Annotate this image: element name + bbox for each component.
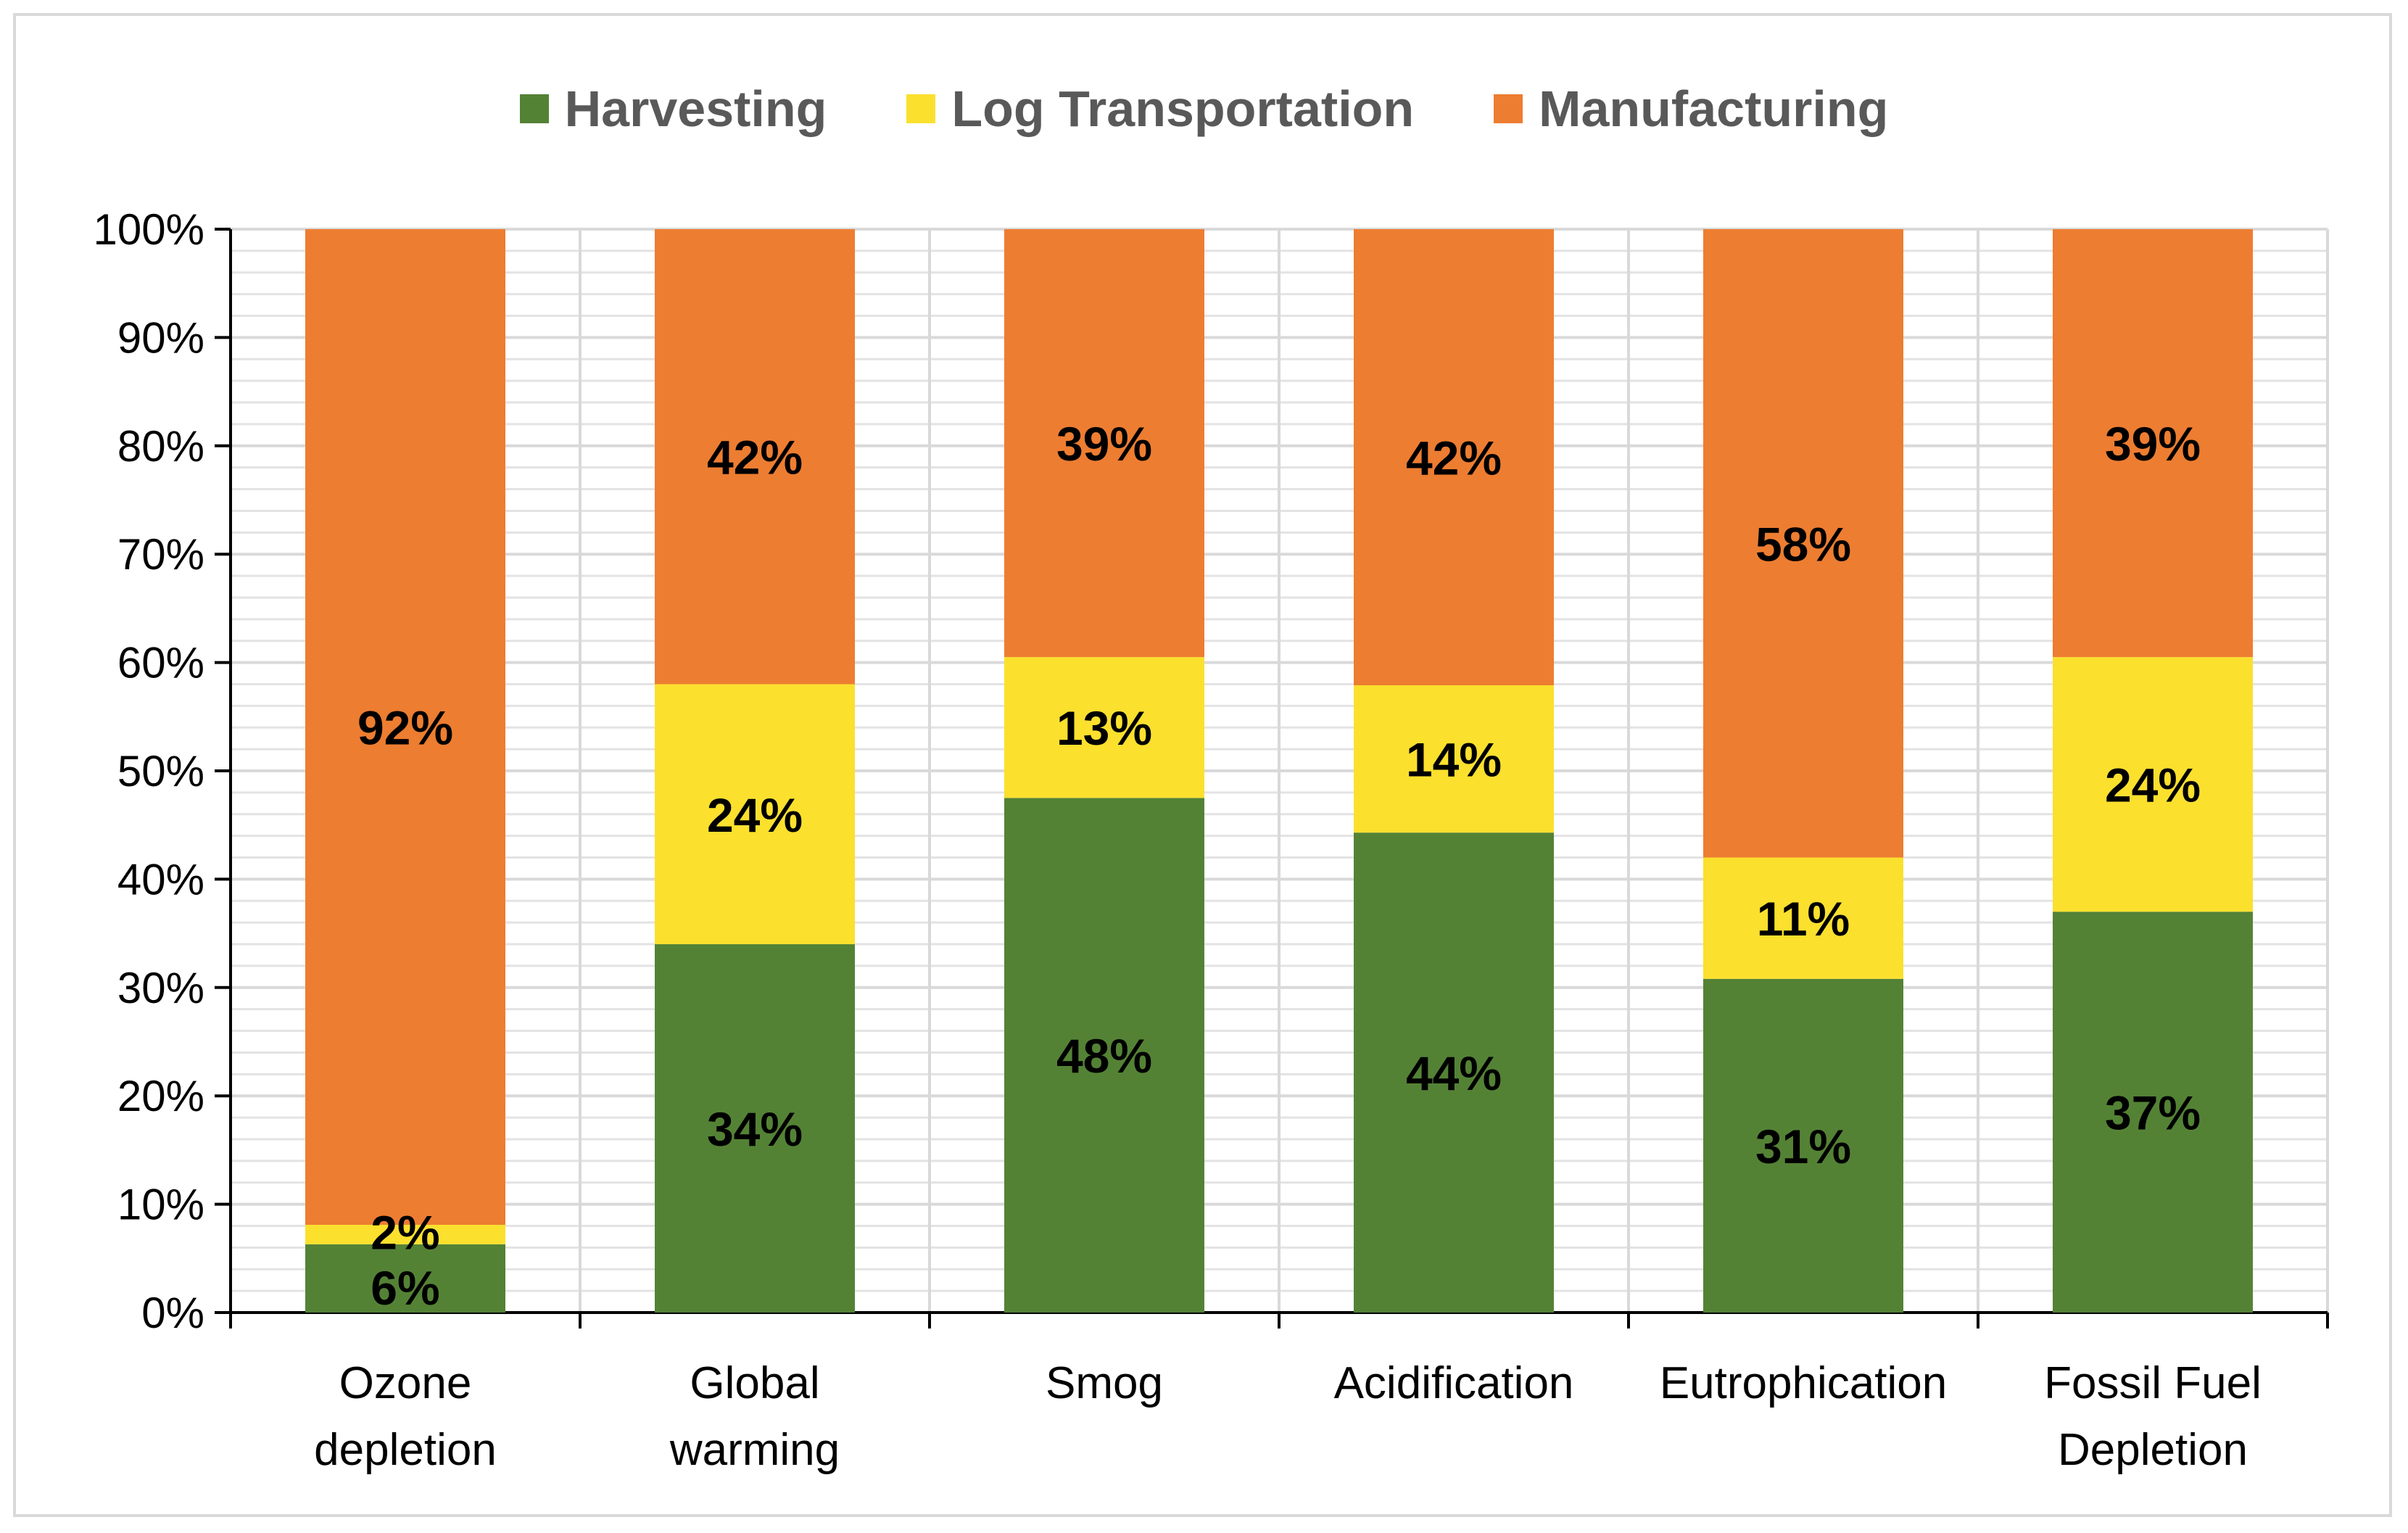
data-label: 92% xyxy=(357,701,453,754)
bar-manufacturing xyxy=(1004,229,1204,658)
y-tick-label: 0% xyxy=(141,1289,204,1337)
bar-manufacturing xyxy=(1354,229,1554,685)
bar-harvesting xyxy=(305,1244,505,1313)
x-category-label: Depletion xyxy=(2058,1425,2248,1475)
legend-swatch-harvesting xyxy=(519,94,549,123)
x-category-label: Smog xyxy=(1046,1358,1163,1408)
x-category-label: warming xyxy=(669,1425,840,1475)
y-tick-label: 80% xyxy=(117,422,204,471)
x-category-label: depletion xyxy=(314,1425,497,1475)
y-tick-label: 30% xyxy=(117,964,204,1012)
data-label: 13% xyxy=(1056,701,1152,755)
data-label: 39% xyxy=(2105,417,2201,471)
x-category-label: Acidification xyxy=(1334,1358,1574,1408)
legend-item-manufacturing: Manufacturing xyxy=(1494,80,1888,138)
y-tick-label: 70% xyxy=(117,530,204,579)
data-label: 58% xyxy=(1755,517,1851,571)
x-category-label: Global xyxy=(690,1358,819,1408)
bar-log-transportation xyxy=(2053,657,2253,912)
bar-manufacturing xyxy=(1703,229,1903,858)
bar-log-transportation xyxy=(305,1224,505,1244)
y-tick-label: 90% xyxy=(117,313,204,362)
bar-manufacturing xyxy=(305,229,505,1225)
bar-log-transportation xyxy=(1703,857,1903,979)
legend-swatch-log-transportation xyxy=(906,94,936,123)
data-label: 48% xyxy=(1056,1029,1152,1083)
legend-item-log-transportation: Log Transportation xyxy=(906,80,1414,138)
data-label: 31% xyxy=(1755,1120,1851,1173)
legend-label-manufacturing: Manufacturing xyxy=(1539,80,1889,137)
data-label: 14% xyxy=(1406,733,1502,787)
legend-swatch-manufacturing xyxy=(1494,94,1523,123)
data-label: 42% xyxy=(707,431,803,484)
data-label: 24% xyxy=(2105,759,2201,812)
data-label: 34% xyxy=(707,1102,803,1156)
y-tick-label: 10% xyxy=(117,1181,204,1229)
data-label: 44% xyxy=(1406,1046,1502,1100)
data-label: 42% xyxy=(1406,431,1502,484)
chart-legend: Harvesting Log Transportation Manufactur… xyxy=(0,69,2408,149)
legend-item-harvesting: Harvesting xyxy=(519,80,827,138)
y-tick-label: 100% xyxy=(94,205,204,254)
x-category-label: Fossil Fuel xyxy=(2044,1358,2262,1408)
bar-log-transportation xyxy=(1004,657,1204,798)
bar-harvesting xyxy=(1354,832,1554,1313)
bar-manufacturing xyxy=(655,229,855,685)
bar-harvesting xyxy=(1004,798,1204,1313)
x-category-label: Ozone xyxy=(339,1358,472,1408)
bar-harvesting xyxy=(1703,978,1903,1313)
data-label: 37% xyxy=(2105,1086,2201,1140)
y-tick-label: 50% xyxy=(117,747,204,796)
legend-label-log-transportation: Log Transportation xyxy=(951,80,1415,137)
bar-harvesting xyxy=(2053,912,2253,1313)
x-category-label: Eutrophication xyxy=(1660,1358,1947,1408)
y-tick-label: 20% xyxy=(117,1072,204,1120)
legend-label-harvesting: Harvesting xyxy=(564,80,827,137)
y-tick-label: 60% xyxy=(117,639,204,687)
data-label: 2% xyxy=(371,1205,439,1259)
data-label: 6% xyxy=(371,1261,439,1315)
data-label: 39% xyxy=(1056,417,1152,471)
data-label: 11% xyxy=(1757,892,1850,946)
bar-harvesting xyxy=(655,944,855,1313)
data-label: 24% xyxy=(707,788,803,842)
bar-log-transportation xyxy=(655,684,855,945)
bar-log-transportation xyxy=(1354,685,1554,833)
bar-manufacturing xyxy=(2053,229,2253,658)
y-tick-label: 40% xyxy=(117,855,204,904)
